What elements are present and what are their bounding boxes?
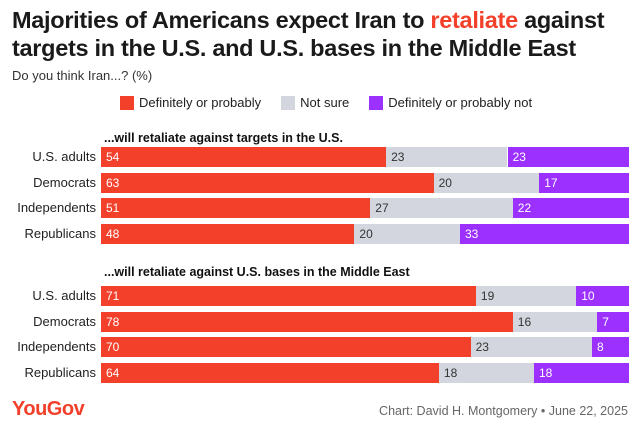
legend-label-negative: Definitely or probably not [388, 95, 533, 110]
bar-segment-unsure: 23 [470, 337, 592, 357]
bar-segment-positive: 64 [101, 362, 439, 383]
row-label: Democrats [33, 174, 96, 190]
legend-label-unsure: Not sure [300, 95, 350, 110]
bar-segment-positive: 48 [101, 223, 355, 244]
legend-swatch-positive [120, 95, 134, 110]
title-accent-word: retaliate [430, 7, 518, 33]
legend-swatch-unsure [281, 95, 296, 110]
bar-segment-negative: 8 [592, 337, 629, 357]
bar-segment-positive: 70 [101, 337, 471, 357]
legend-item-unsure: Not sure [281, 95, 349, 110]
row-label: U.S. adults [32, 288, 96, 303]
bar-segment-positive: 78 [101, 311, 513, 332]
row-label: Democrats [33, 313, 96, 329]
chart-credit: Chart: David H. Montgomery • June 22, 20… [379, 404, 628, 418]
bar-segment-unsure: 18 [438, 362, 534, 383]
chart-legend: Definitely or probably Not sure Definitely… [120, 95, 552, 110]
chart-title: Majorities of Americans expect Iran to r… [12, 6, 632, 62]
chart-subtitle: Do you think Iran...? (%) [12, 68, 153, 83]
row-label: Republicans [24, 364, 96, 380]
bar-segment-negative: 22 [512, 198, 629, 218]
bar-segment-positive: 51 [101, 198, 371, 218]
yougov-logo: YouGov [12, 398, 85, 420]
row-label: Independents [17, 200, 96, 215]
legend-item-positive: Definitely or probably [120, 95, 261, 110]
bar-segment-unsure: 23 [386, 147, 508, 167]
bar-segment-unsure: 20 [354, 223, 460, 244]
row-label: U.S. adults [32, 149, 96, 164]
bar-segment-negative: 7 [597, 311, 629, 332]
bar-segment-positive: 71 [101, 286, 476, 306]
title-text-after: against targets in the U.S. and U.S. bas… [12, 7, 605, 61]
bar-segment-positive: 63 [101, 172, 434, 193]
legend-swatch-negative [369, 95, 384, 110]
row-label: Republicans [24, 225, 96, 241]
bar-segment-negative: 10 [576, 286, 629, 306]
legend-item-negative: Definitely or probably not [369, 95, 532, 110]
panel-title-2: ...will retaliate against U.S. bases in … [104, 265, 410, 279]
bar-segment-negative: 33 [460, 223, 629, 244]
row-label: Independents [17, 339, 96, 354]
panel-title-1: ...will retaliate against targets in the… [104, 131, 343, 145]
bar-segment-negative: 23 [507, 147, 629, 167]
title-text-before: Majorities of Americans expect Iran to [12, 7, 431, 33]
bar-segment-positive: 54 [101, 147, 387, 167]
legend-label-positive: Definitely or probably [139, 95, 262, 110]
bar-segment-unsure: 19 [475, 286, 577, 306]
bar-segment-negative: 17 [539, 172, 629, 193]
bar-segment-unsure: 16 [512, 311, 598, 332]
bar-segment-negative: 18 [534, 362, 629, 383]
bar-segment-unsure: 20 [433, 172, 540, 193]
bar-segment-unsure: 27 [370, 198, 513, 218]
